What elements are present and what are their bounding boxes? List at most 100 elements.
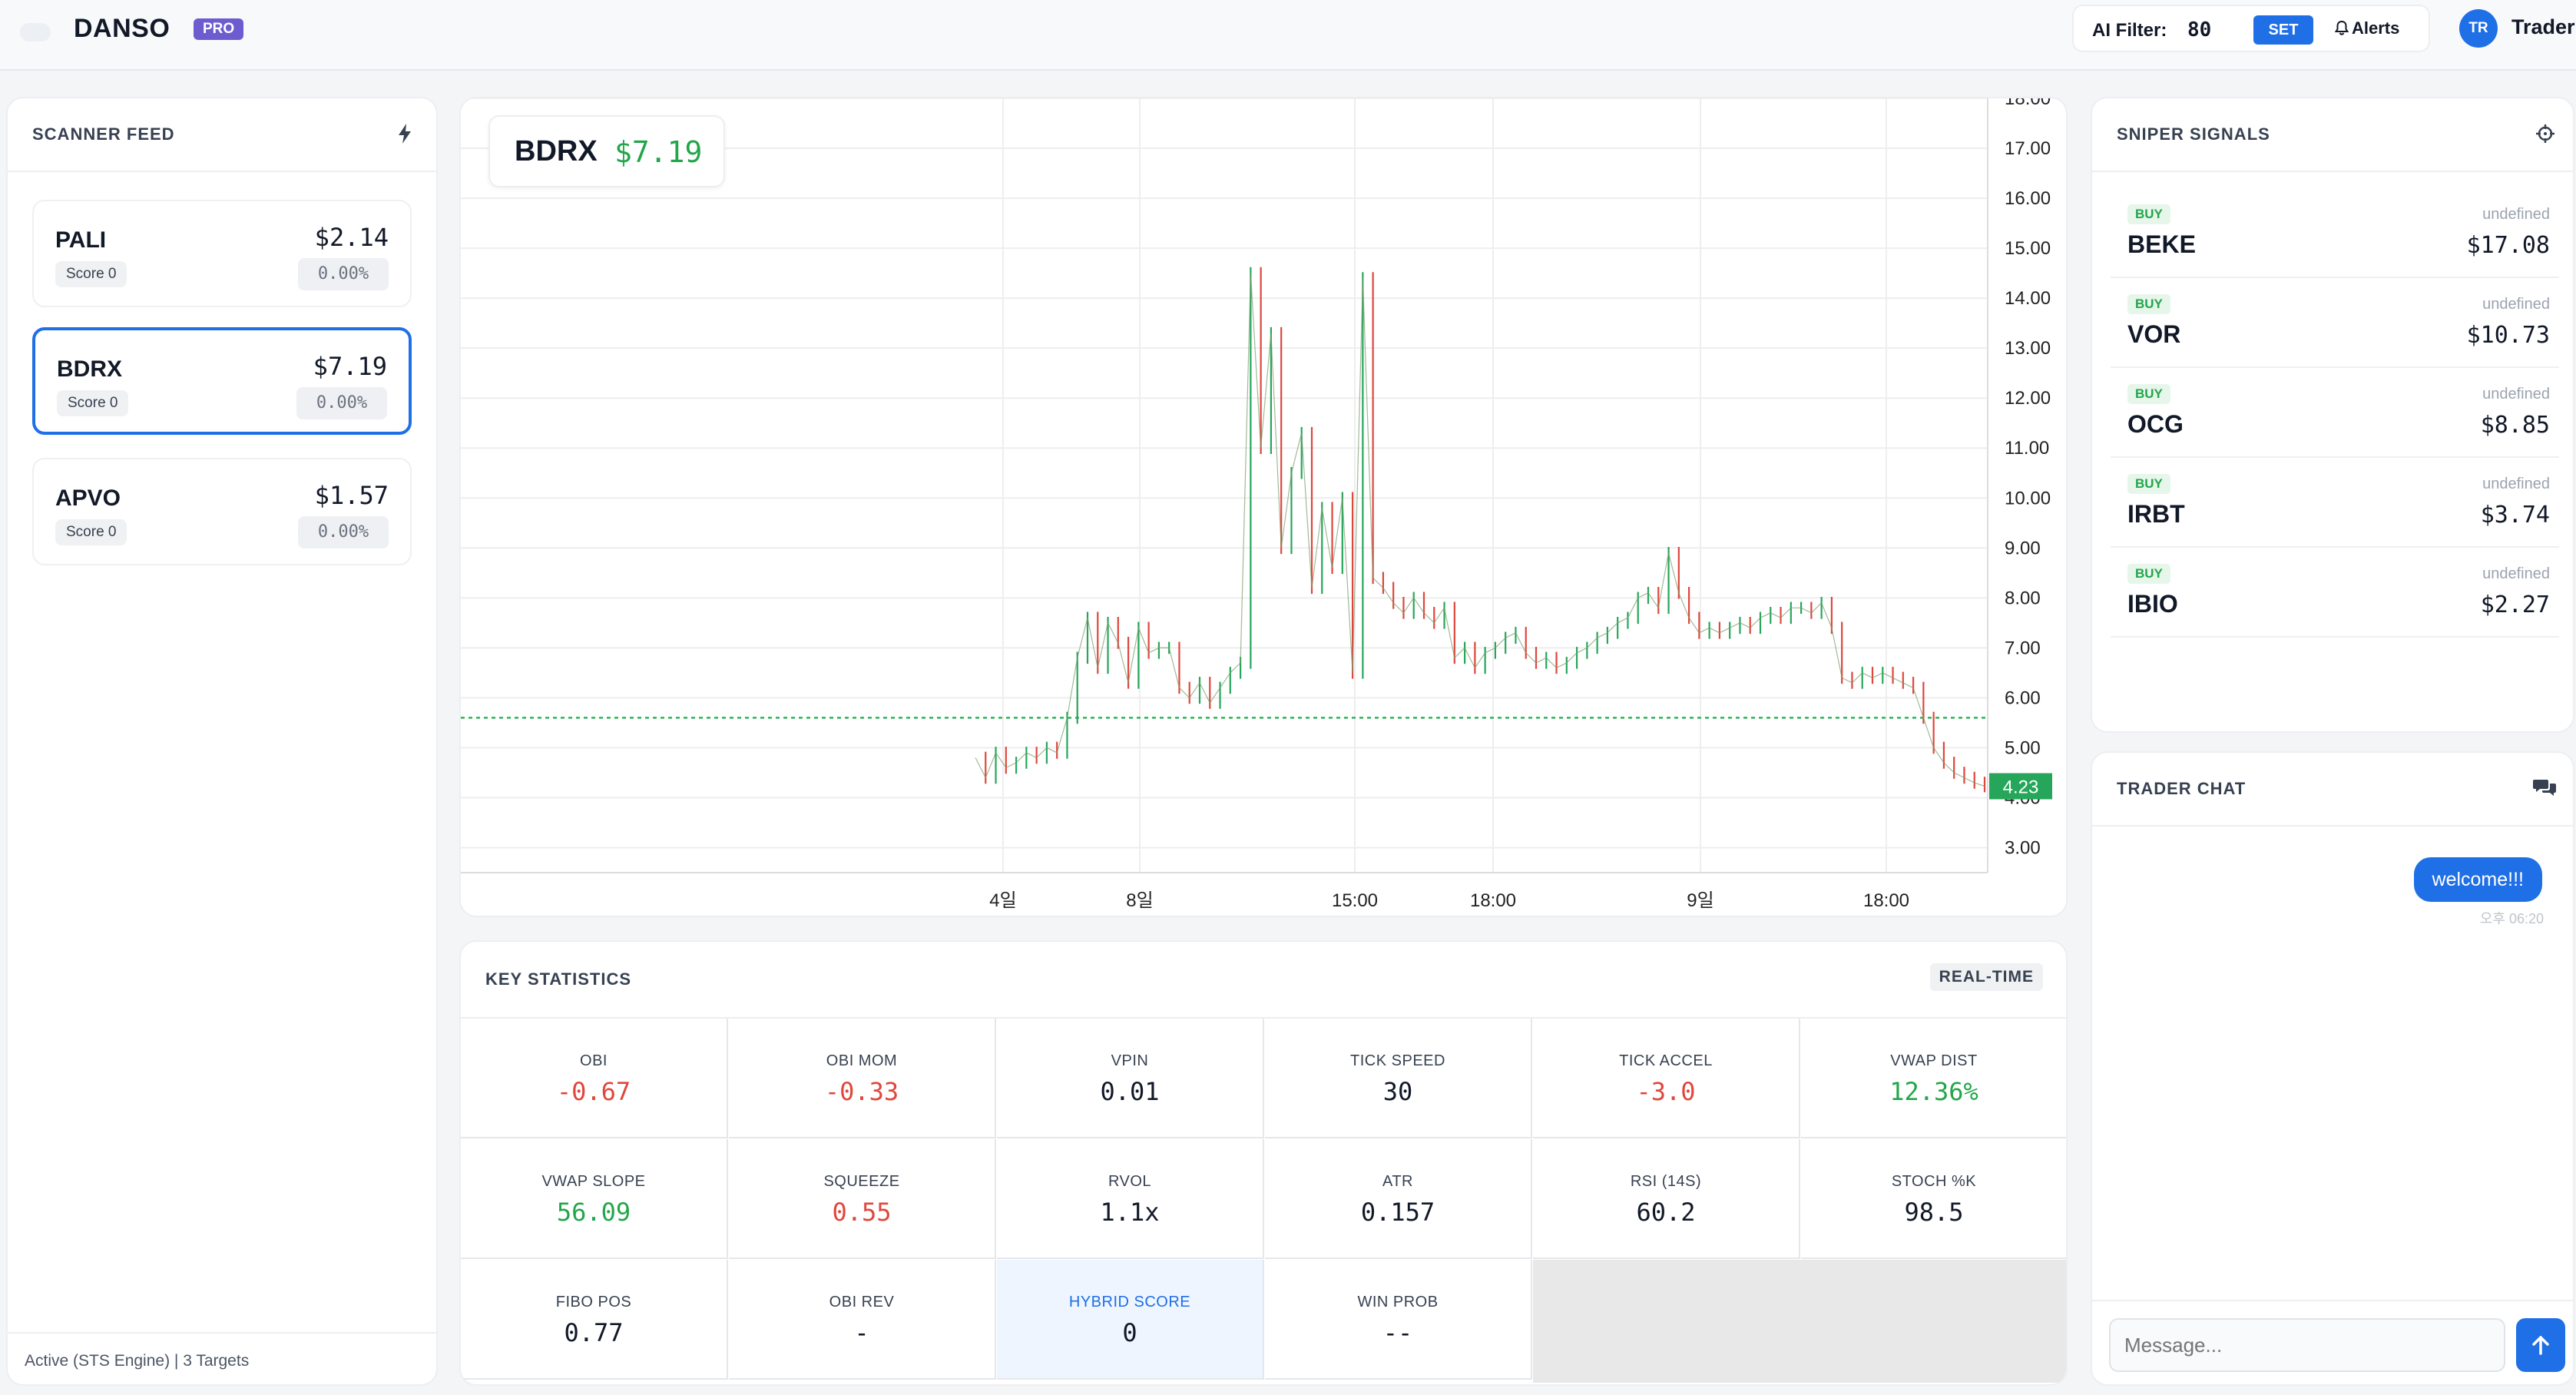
scanner-title: SCANNER FEED: [32, 124, 175, 144]
x-tick-label: 18:00: [1863, 890, 1909, 911]
stat-obi: OBI -0.67: [461, 1019, 728, 1138]
stat-value: 56.09: [556, 1198, 631, 1227]
stat-label: HYBRID SCORE: [1068, 1294, 1191, 1311]
scanner-price: $7.19: [313, 352, 387, 381]
sniper-title: SNIPER SIGNALS: [2117, 124, 2270, 144]
stat-label: VWAP SLOPE: [541, 1173, 646, 1190]
set-button[interactable]: SET: [2253, 15, 2313, 45]
signal-side-badge: BUY: [2127, 384, 2170, 404]
y-tick-label: 14.00: [2005, 288, 2051, 309]
y-tick-label: 11.00: [2005, 438, 2049, 459]
alerts-button[interactable]: Alerts: [2335, 18, 2399, 38]
stat-tick-accel: TICK ACCEL -3.0: [1533, 1019, 1800, 1138]
x-tick-label: 4일: [989, 890, 1016, 911]
stat-value: 0: [1122, 1318, 1137, 1347]
chat-input[interactable]: [2109, 1318, 2505, 1372]
stats-title: KEY STATISTICS: [485, 969, 632, 989]
signal-ticker: IBIO: [2127, 590, 2178, 618]
signal-row-ibio[interactable]: BUY undefined IBIO $2.27: [2111, 547, 2559, 638]
scanner-item-bdrx[interactable]: BDRX Score 0 $7.19 0.00%: [32, 327, 412, 435]
send-button[interactable]: [2516, 1318, 2565, 1372]
bolt-icon[interactable]: [396, 123, 413, 144]
signal-side-badge: BUY: [2127, 564, 2170, 584]
stat-vwap-dist: VWAP DIST 12.36%: [1801, 1019, 2066, 1138]
y-tick-label: 7.00: [2005, 638, 2041, 658]
y-tick-label: 6.00: [2005, 688, 2041, 708]
menu-toggle[interactable]: [20, 23, 51, 41]
stat-label: OBI MOM: [826, 1052, 898, 1069]
ai-filter-input[interactable]: 80: [2187, 18, 2212, 41]
y-tick-label: 18.00: [2005, 98, 2051, 109]
score-badge: Score 0: [57, 390, 129, 416]
stat-label: FIBO POS: [555, 1294, 632, 1311]
signal-ticker: BEKE: [2127, 230, 2196, 258]
chat-panel: TRADER CHAT welcome!!! 오후 06:20: [2091, 751, 2574, 1386]
scanner-change: 0.00%: [298, 258, 389, 290]
stat-value: -3.0: [1636, 1077, 1696, 1106]
signal-row-beke[interactable]: BUY undefined BEKE $17.08: [2111, 187, 2559, 278]
scanner-ticker: PALI: [55, 227, 107, 253]
stats-empty-area: [1533, 1260, 2066, 1383]
last-price-label: 4.23: [2003, 777, 2039, 797]
signal-side-badge: BUY: [2127, 294, 2170, 314]
realtime-badge: REAL-TIME: [1929, 963, 2043, 991]
score-badge: Score 0: [55, 261, 127, 287]
stat-label: STOCH %K: [1891, 1173, 1977, 1190]
x-tick-label: 9일: [1687, 890, 1713, 911]
signal-row-irbt[interactable]: BUY undefined IRBT $3.74: [2111, 457, 2559, 548]
stat-rvol: RVOL 1.1x: [997, 1139, 1264, 1259]
stat-stoch-k: STOCH %K 98.5: [1801, 1139, 2066, 1259]
x-tick-label: 18:00: [1470, 890, 1516, 911]
scanner-item-pali[interactable]: PALI Score 0 $2.14 0.00%: [32, 200, 412, 307]
scanner-item-apvo[interactable]: APVO Score 0 $1.57 0.00%: [32, 458, 412, 565]
user-name[interactable]: Trader: [2511, 15, 2575, 38]
signal-price: $10.73: [2466, 322, 2550, 349]
bell-icon: [2335, 21, 2349, 35]
chart-ticker-badge: BDRX $7.19: [488, 115, 725, 187]
comments-icon[interactable]: [2533, 777, 2556, 799]
ai-filter-label: AI Filter:: [2092, 20, 2167, 41]
stat-value: --: [1382, 1318, 1413, 1347]
signal-price: $3.74: [2480, 502, 2550, 529]
stat-obi-mom: OBI MOM -0.33: [729, 1019, 996, 1138]
y-tick-label: 8.00: [2005, 588, 2041, 608]
chat-message: welcome!!!: [2413, 857, 2542, 902]
x-tick-label: 15:00: [1332, 890, 1378, 911]
stat-value: 0.01: [1100, 1077, 1160, 1106]
score-badge: Score 0: [55, 519, 127, 545]
stat-value: -0.33: [824, 1077, 899, 1106]
stat-value: 0.77: [564, 1318, 624, 1347]
signal-row-vor[interactable]: BUY undefined VOR $10.73: [2111, 277, 2559, 368]
signal-row-ocg[interactable]: BUY undefined OCG $8.85: [2111, 367, 2559, 458]
stat-label: SQUEEZE: [823, 1173, 900, 1190]
y-tick-label: 13.00: [2005, 338, 2051, 359]
stat-value: -: [854, 1318, 869, 1347]
y-tick-label: 17.00: [2005, 138, 2051, 159]
scanner-change: 0.00%: [296, 387, 387, 419]
stat-label: OBI REV: [829, 1294, 895, 1311]
signal-time: undefined: [2482, 296, 2550, 313]
chat-footer: [2092, 1300, 2573, 1384]
y-tick-label: 10.00: [2005, 488, 2051, 509]
y-tick-label: 3.00: [2005, 837, 2041, 858]
x-tick-label: 8일: [1126, 890, 1153, 911]
scanner-ticker: BDRX: [57, 356, 123, 382]
y-tick-label: 15.00: [2005, 238, 2051, 259]
scanner-change: 0.00%: [298, 516, 389, 548]
price-trace: [975, 273, 1985, 787]
scanner-panel: SCANNER FEED PALI Score 0 $2.14 0.00% BD…: [6, 97, 438, 1386]
chat-message-time: 오후 06:20: [2479, 911, 2544, 926]
stat-obi-rev: OBI REV -: [729, 1260, 996, 1380]
scanner-ticker: APVO: [55, 485, 121, 511]
avatar[interactable]: TR: [2459, 9, 2498, 48]
chart-price: $7.19: [614, 135, 703, 169]
stat-value: 1.1x: [1100, 1198, 1160, 1227]
signal-time: undefined: [2482, 206, 2550, 223]
stat-value: 0.55: [832, 1198, 892, 1227]
price-chart[interactable]: 3.004.005.006.007.008.009.0010.0011.0012…: [461, 98, 2066, 916]
scanner-status: Active (STS Engine) | 3 Targets: [25, 1352, 250, 1370]
stat-hybrid-score: HYBRID SCORE 0: [997, 1260, 1264, 1380]
stat-value: 98.5: [1904, 1198, 1964, 1227]
crosshair-icon[interactable]: [2536, 124, 2554, 143]
stat-label: ATR: [1382, 1173, 1413, 1190]
